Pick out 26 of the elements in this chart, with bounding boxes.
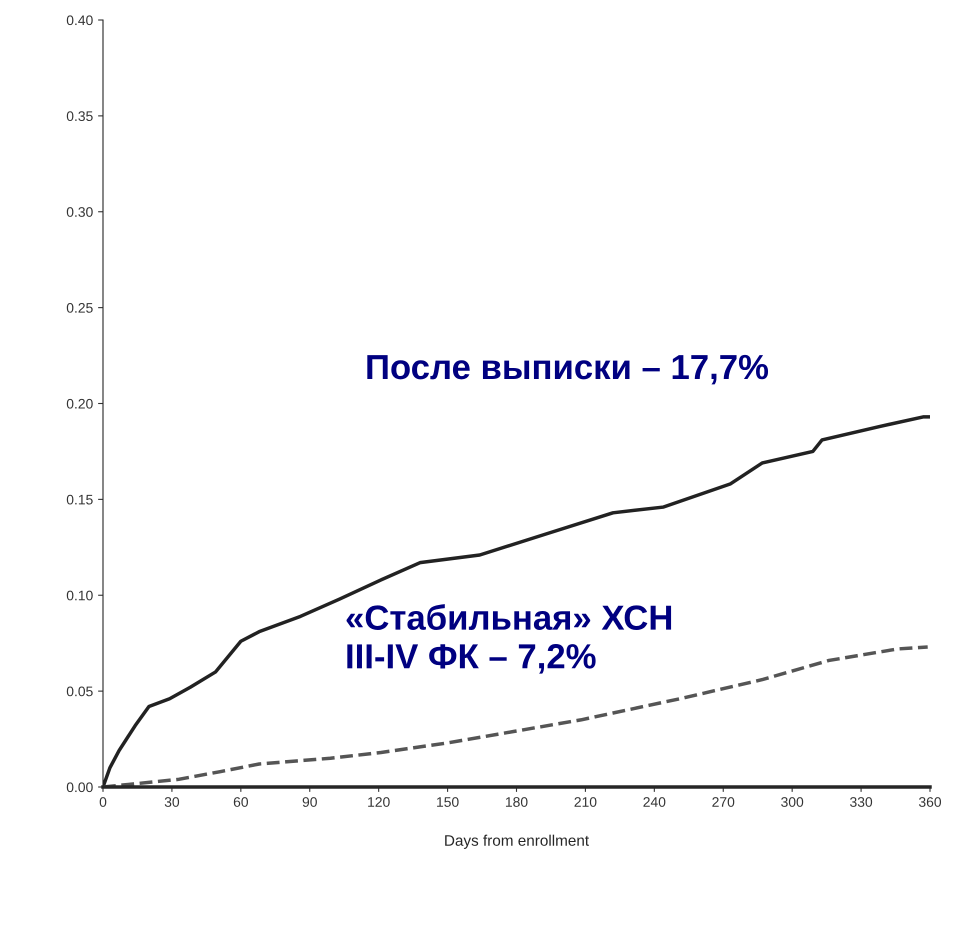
x-tick-label: 300 <box>781 797 804 807</box>
x-tick-label: 30 <box>164 797 180 807</box>
x-tick-label: 180 <box>506 797 528 807</box>
y-tick-label: 0.25 <box>66 302 93 313</box>
x-tick-label: 240 <box>643 797 666 807</box>
annotation: После выписки – 17,7% <box>367 354 768 384</box>
annotation: «Стабильная» ХСН III-IV ФК – 7,2% <box>346 604 672 674</box>
x-tick-label: 0 <box>100 797 106 807</box>
x-tick-label: 120 <box>368 797 390 807</box>
y-tick-label: 0.35 <box>66 111 93 122</box>
x-tick-label: 330 <box>850 797 872 807</box>
line-series <box>103 645 930 787</box>
y-tick-label: 0.40 <box>66 15 93 26</box>
y-tick-label: 0.05 <box>66 686 93 696</box>
x-tick-label: 270 <box>712 797 734 807</box>
x-axis-title: Days from enrollment <box>445 834 589 849</box>
y-tick-label: 0.10 <box>66 590 93 600</box>
y-tick-label: 0.20 <box>66 398 93 409</box>
x-tick-label: 90 <box>302 797 317 807</box>
y-tick-label: 0.15 <box>66 494 93 505</box>
x-tick-label: 150 <box>437 797 459 807</box>
x-tick-label: 60 <box>234 797 248 807</box>
x-tick-label: 360 <box>918 797 942 807</box>
y-tick-label: 0.30 <box>66 207 93 217</box>
x-tick-label: 210 <box>574 797 596 807</box>
y-tick-label: 0.00 <box>66 782 93 792</box>
